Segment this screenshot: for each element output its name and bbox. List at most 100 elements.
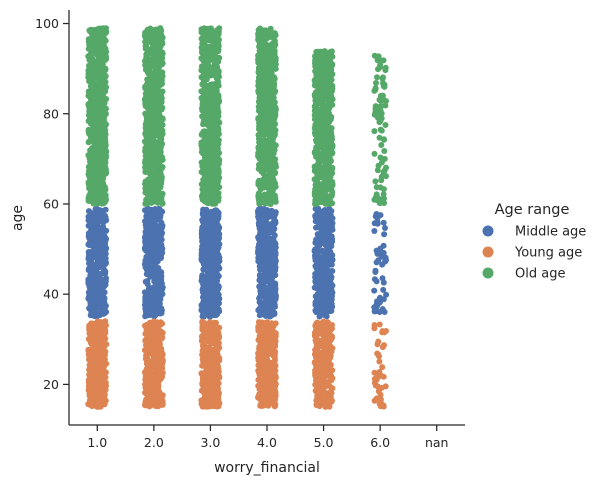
data-point (94, 291, 101, 297)
data-point (99, 301, 106, 308)
data-point (203, 365, 210, 372)
data-point (211, 210, 218, 217)
data-point (200, 231, 207, 237)
data-point (257, 238, 264, 245)
data-point (142, 185, 149, 192)
data-point (98, 81, 104, 88)
data-point (270, 310, 277, 317)
data-point (88, 341, 95, 348)
data-point (374, 214, 381, 221)
data-point (271, 390, 278, 397)
data-point (158, 195, 165, 202)
data-point (155, 115, 162, 122)
data-point (148, 245, 155, 252)
data-point (87, 111, 94, 118)
data-point (90, 388, 96, 395)
data-point (148, 266, 155, 273)
data-point (100, 258, 107, 265)
data-point (143, 224, 150, 231)
data-point (213, 343, 220, 350)
data-point (316, 377, 323, 384)
data-point (323, 213, 330, 220)
data-point (142, 83, 149, 90)
data-point (266, 263, 273, 270)
data-point (151, 301, 157, 308)
data-point (206, 378, 213, 385)
data-point (143, 58, 150, 65)
data-point (93, 170, 100, 177)
data-point (151, 89, 158, 96)
data-point (270, 225, 277, 232)
data-point (88, 348, 95, 355)
data-point (209, 240, 216, 247)
data-point (200, 223, 207, 230)
data-point (93, 403, 100, 410)
data-point (95, 281, 102, 288)
data-point (272, 303, 278, 310)
data-point (148, 402, 155, 409)
data-point (313, 282, 320, 289)
data-point (268, 286, 275, 293)
data-point (86, 240, 93, 247)
data-point (321, 330, 328, 336)
data-point (98, 164, 105, 171)
data-point (379, 328, 386, 335)
data-point (150, 130, 157, 137)
data-point (323, 259, 330, 266)
data-point (206, 403, 213, 410)
data-point (255, 354, 262, 361)
data-point (158, 307, 165, 314)
data-point (155, 121, 162, 128)
data-point (257, 229, 264, 236)
data-point (142, 313, 149, 320)
data-point (92, 140, 99, 147)
data-point (326, 362, 333, 368)
data-point (156, 227, 163, 234)
data-point (158, 154, 165, 161)
data-point (88, 368, 94, 375)
data-point (255, 258, 262, 265)
data-point (319, 393, 325, 400)
data-point (149, 34, 156, 41)
data-point (144, 388, 151, 395)
data-point (90, 279, 97, 286)
data-point (91, 266, 98, 273)
data-point (85, 45, 92, 52)
data-point (208, 390, 215, 396)
data-point (91, 308, 98, 315)
data-point (215, 285, 222, 292)
data-point (325, 348, 332, 355)
data-point (372, 267, 379, 274)
data-point (157, 175, 164, 182)
data-point (155, 279, 162, 286)
data-point (380, 242, 387, 249)
data-point (374, 301, 381, 308)
data-point (199, 277, 205, 284)
data-point (141, 302, 148, 308)
data-point (98, 208, 105, 215)
data-point (267, 281, 274, 288)
data-point (321, 251, 328, 258)
data-point (85, 53, 92, 60)
data-point (100, 28, 107, 35)
data-point (95, 310, 102, 317)
data-point (259, 366, 266, 373)
data-point (201, 249, 208, 256)
data-point (146, 367, 153, 374)
data-point (319, 305, 325, 312)
data-point (86, 401, 93, 408)
data-point (85, 128, 92, 135)
data-point (322, 321, 329, 328)
data-point (327, 336, 334, 342)
data-point (272, 244, 279, 251)
data-point (100, 368, 107, 374)
data-point (216, 258, 222, 265)
data-point (371, 220, 378, 227)
data-point (216, 324, 223, 331)
data-point (159, 351, 166, 358)
data-point (101, 401, 108, 408)
data-point (255, 327, 262, 334)
data-point (101, 46, 107, 53)
data-point (257, 288, 264, 294)
